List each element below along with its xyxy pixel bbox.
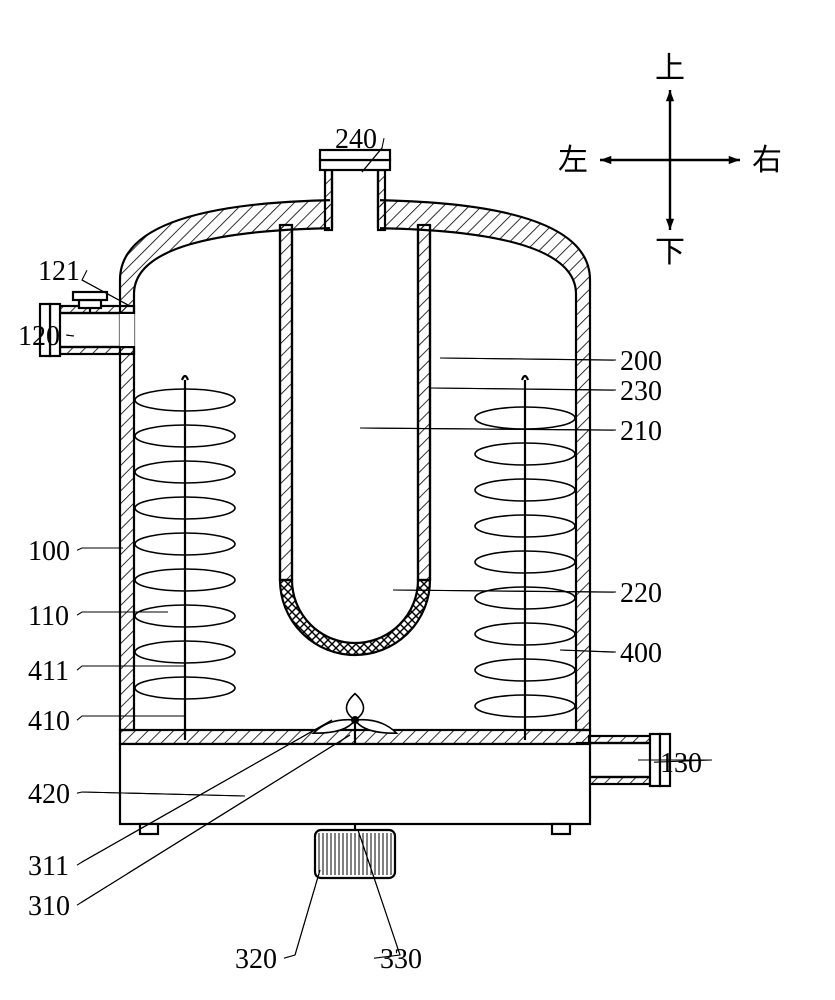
callout-410: 410: [28, 706, 70, 737]
compass: [600, 90, 740, 230]
vessel: [40, 150, 670, 786]
callout-240: 240: [335, 124, 377, 155]
callout-330: 330: [380, 944, 422, 975]
coils: [135, 376, 575, 740]
callout-120: 120: [18, 321, 60, 352]
compass-left: 左: [558, 144, 588, 177]
callout-220: 220: [620, 578, 662, 609]
callout-210: 210: [620, 416, 662, 447]
callout-320: 320: [235, 944, 277, 975]
callout-420: 420: [28, 779, 70, 810]
callout-400: 400: [620, 638, 662, 669]
compass-right: 右: [752, 144, 782, 177]
callout-100: 100: [28, 536, 70, 567]
callout-200: 200: [620, 346, 662, 377]
callout-121: 121: [38, 256, 80, 287]
base: [120, 744, 590, 878]
callout-411: 411: [28, 656, 69, 687]
callout-130: 130: [660, 748, 702, 779]
diagram-canvas: 上下 左 右 240 121 120 100 110 411 410 420 311 310 320 330…: [0, 0, 835, 1000]
compass-down: 下: [655, 236, 685, 269]
callout-311: 311: [28, 851, 69, 882]
compass-up: 上: [655, 52, 685, 85]
callout-230: 230: [620, 376, 662, 407]
callout-310: 310: [28, 891, 70, 922]
callout-110: 110: [28, 601, 69, 632]
